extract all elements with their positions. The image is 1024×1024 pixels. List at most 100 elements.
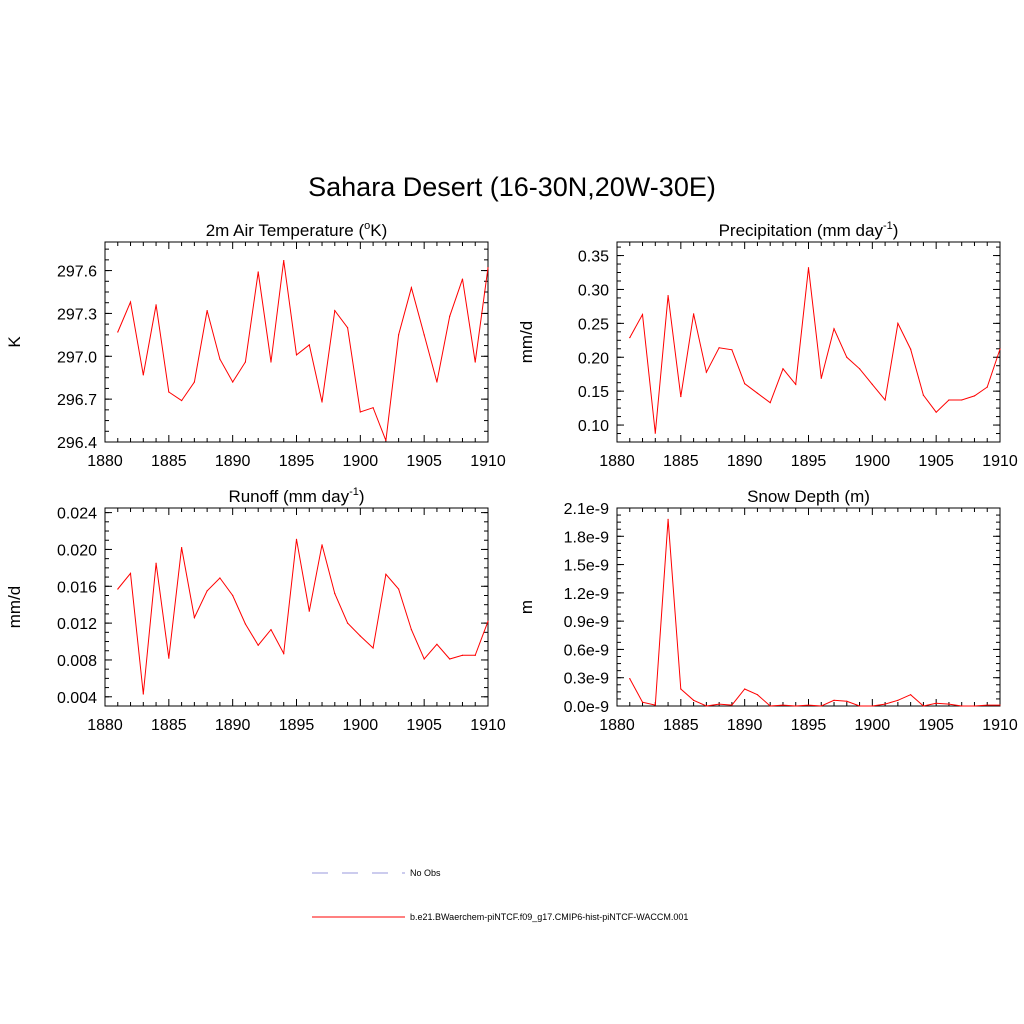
panel-2-ytick-label: 0.35	[578, 249, 609, 266]
panel-3-ytick-label: 0.012	[57, 616, 97, 633]
panel-3-ytick-label: 0.024	[57, 506, 97, 523]
panel-2-point	[795, 383, 797, 385]
panel-3-point	[359, 635, 361, 637]
panel-3-point	[193, 616, 195, 619]
panel-4-xtick-label: 1910	[982, 717, 1018, 734]
panel-3-point	[474, 654, 476, 656]
panel-1-xtick-label: 1890	[215, 453, 251, 470]
panel-4-point	[910, 694, 912, 696]
panel-3-point	[372, 647, 374, 649]
panel-3-point	[449, 658, 451, 660]
panel-2-point	[680, 395, 682, 398]
panel-1-point	[398, 334, 400, 336]
panel-2-ytick-label: 0.15	[578, 384, 609, 401]
panel-4-point	[654, 704, 656, 706]
panel-3-point	[257, 644, 259, 646]
panel-1-point	[219, 358, 221, 360]
panel-2: Precipitation (mm day-1) mm/d 1880 1885 1890…	[517, 220, 1018, 470]
panel-2-point	[629, 336, 631, 339]
panel-2-title-end: )	[893, 221, 899, 240]
panel-3-title-text: Runoff (mm day	[228, 487, 349, 506]
panel-4-ytick-label: 0.0e-9	[564, 699, 609, 716]
panel-3-point	[129, 572, 132, 574]
panel-1-point	[449, 315, 451, 317]
panel-3-point	[295, 538, 298, 540]
panel-1-point	[372, 407, 374, 409]
panel-4-xtick-label: 1905	[918, 717, 954, 734]
panel-3-point	[346, 622, 349, 624]
panel-1-point	[129, 301, 132, 303]
panel-4-ytick-label: 2.1e-9	[564, 501, 609, 518]
panel-2-point	[756, 392, 759, 394]
panel-1-xtick-label: 1895	[279, 453, 315, 470]
panel-4-xtick-label: 1900	[855, 717, 891, 734]
panel-3-xtick-label: 1910	[470, 717, 506, 734]
panel-1-point	[461, 278, 464, 280]
panel-2-point	[884, 399, 886, 401]
panel-3-xtick-label: 1880	[87, 717, 123, 734]
panel-1-ytick-label: 297.3	[57, 306, 97, 323]
panel-1-xtick-label: 1905	[406, 453, 442, 470]
panel-1-point	[423, 334, 425, 336]
panel-4-point	[858, 705, 861, 707]
panel-2-point	[667, 294, 669, 297]
panel-3-ytick-label: 0.020	[57, 542, 97, 559]
panel-1-point	[257, 271, 259, 273]
panel-2-ytick-label: 0.25	[578, 316, 609, 333]
panel-4-xtick-label: 1895	[791, 717, 827, 734]
panel-4-point	[718, 703, 720, 705]
panel-2-ytick-label: 0.10	[578, 418, 609, 435]
legend-label-no-obs: No Obs	[410, 868, 441, 878]
panel-2-point	[820, 377, 822, 379]
panel-4-point	[807, 704, 810, 706]
panel-4-ytick-label: 0.6e-9	[564, 642, 609, 659]
panel-2-xtick-label: 1900	[855, 453, 891, 470]
panel-1-point	[295, 354, 298, 356]
panel-2-point	[641, 313, 644, 316]
panel-1-point	[244, 361, 247, 363]
panel-4-xtick-label: 1880	[599, 717, 635, 734]
panel-2-point	[705, 371, 707, 373]
panel-3-point	[334, 593, 336, 595]
panel-2-xtick-label: 1890	[727, 453, 763, 470]
panel-1-point	[359, 411, 361, 413]
panel-3-title-end: )	[359, 487, 365, 506]
panel-3-point	[308, 610, 310, 612]
panel-3-point	[423, 658, 425, 660]
panel-4-point	[846, 700, 848, 702]
panel-2-xtick-label: 1895	[791, 453, 827, 470]
panel-1-point	[410, 287, 412, 289]
panel-4-title: Snow Depth (m)	[747, 487, 870, 506]
panel-2-xtick-label: 1880	[599, 453, 635, 470]
panel-2-point	[654, 432, 656, 434]
panel-1-ytick-label: 297.0	[57, 349, 97, 366]
panel-1-point	[168, 391, 170, 393]
panel-1-point	[334, 309, 336, 312]
panel-3-point	[410, 628, 412, 631]
panel-4-title-text: Snow Depth (m)	[747, 487, 870, 506]
panel-1-ytick-label: 296.7	[57, 392, 97, 409]
panel-2-point	[782, 368, 784, 370]
panel-2-xtick-label: 1910	[982, 453, 1018, 470]
panel-2-point	[910, 348, 912, 350]
panel-1-series-line	[117, 260, 489, 441]
panel-4-point	[961, 705, 963, 707]
panel-1-point	[181, 399, 183, 402]
panel-2-ytick-label: 0.20	[578, 350, 609, 367]
panel-1-frame	[104, 241, 489, 443]
panel-4-point	[731, 704, 733, 706]
panel-1-title: 2m Air Temperature (oK)	[206, 220, 388, 240]
panel-2-point	[846, 356, 848, 358]
panel-4-point	[897, 699, 899, 701]
panel-3-point	[155, 562, 157, 564]
panel-1-point	[142, 374, 144, 376]
panel-2-title-text: Precipitation (mm day	[719, 221, 884, 240]
panel-4-point	[884, 703, 886, 705]
panel-3-ytick-label: 0.004	[57, 690, 97, 707]
panel-2-xtick-label: 1905	[918, 453, 954, 470]
panel-3-point	[385, 573, 387, 575]
panel-3-point	[168, 657, 170, 659]
panel-3-point	[436, 643, 438, 645]
figure-title: Sahara Desert (16-30N,20W-30E)	[308, 172, 716, 202]
panel-2-point	[731, 349, 733, 351]
